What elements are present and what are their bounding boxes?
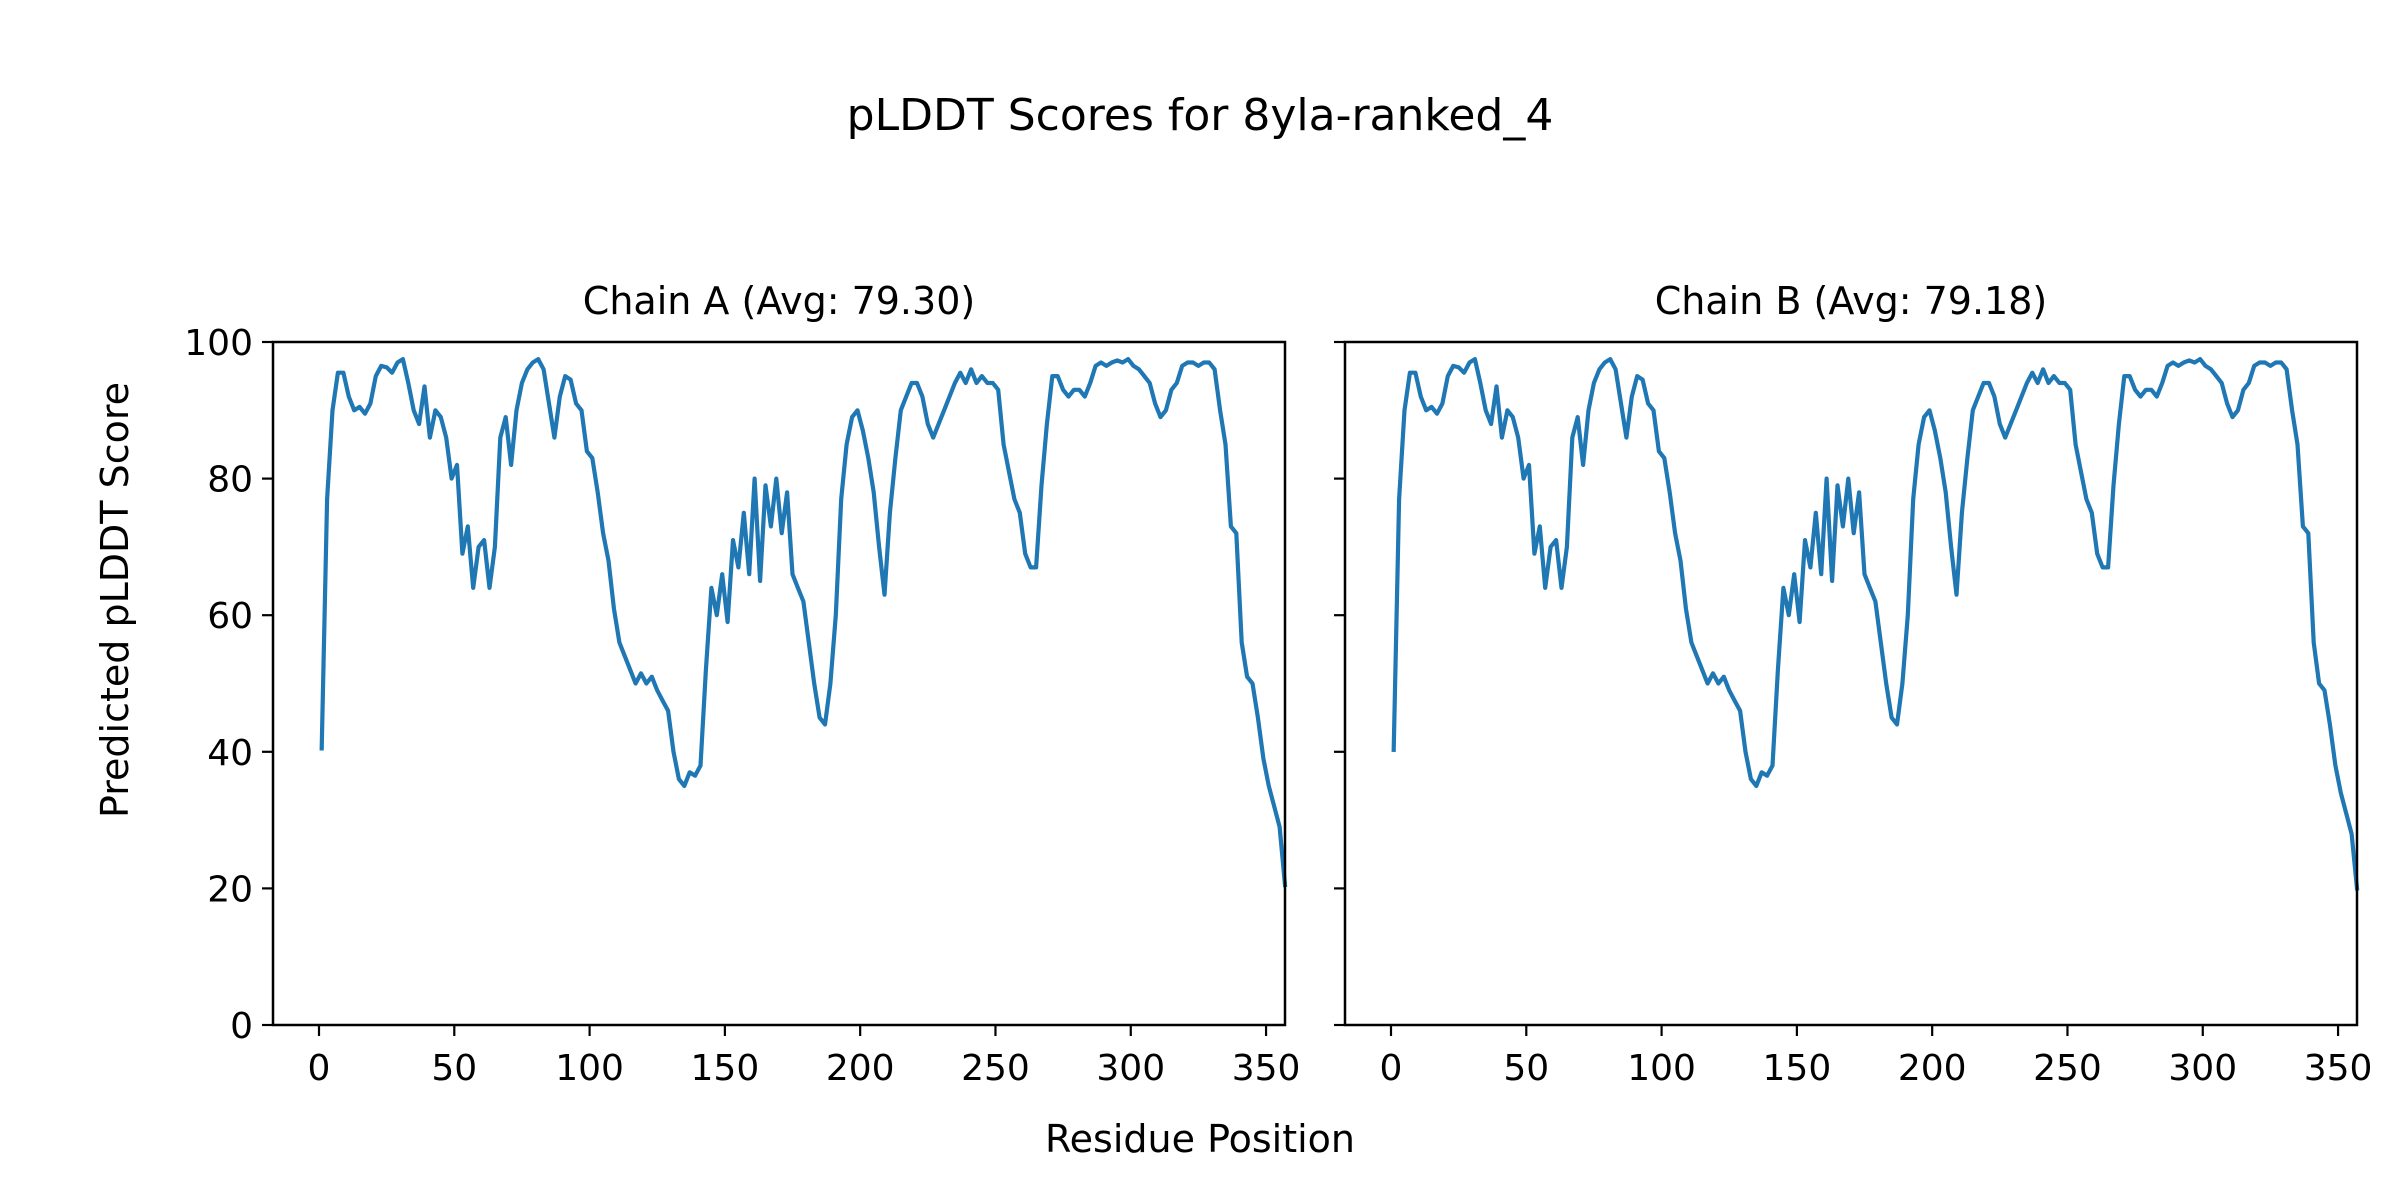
x-tick-label: 250 (961, 1048, 1030, 1089)
y-tick-label: 60 (207, 596, 253, 637)
x-tick-label: 150 (691, 1048, 760, 1089)
x-tick-label: 300 (2168, 1048, 2237, 1089)
y-tick-label: 20 (207, 869, 253, 910)
x-tick-label: 50 (1503, 1048, 1549, 1089)
x-tick-label: 300 (1096, 1048, 1165, 1089)
x-tick-label: 150 (1763, 1048, 1832, 1089)
x-axis-label: Residue Position (1045, 1117, 1355, 1161)
x-tick-label: 250 (2033, 1048, 2102, 1089)
panel-title-chain-b: Chain B (Avg: 79.18) (1655, 279, 2047, 323)
x-tick-label: 200 (826, 1048, 895, 1089)
y-tick-label: 100 (184, 323, 253, 364)
y-axis-label: Predicted pLDDT Score (93, 382, 137, 818)
x-tick-label: 200 (1898, 1048, 1967, 1089)
panel-a-frame (271, 340, 1287, 1027)
chart-panel-chain-a: Chain A (Avg: 79.30) 0 50 100 150 200 250 300 3… (184, 279, 1300, 1089)
x-tick-label: 350 (2304, 1048, 2373, 1089)
x-tick-label: 350 (1232, 1048, 1301, 1089)
y-tick-label: 40 (207, 733, 253, 774)
panel-title-chain-a: Chain A (Avg: 79.30) (583, 279, 975, 323)
series-line-chain-b (1391, 357, 2360, 891)
x-tick-label: 100 (555, 1048, 624, 1089)
x-tick-label: 0 (1380, 1048, 1403, 1089)
series-line-chain-a (319, 357, 1288, 888)
panel-b-ticks: 0 50 100 150 200 250 300 350 (1334, 340, 2373, 1089)
x-tick-label: 50 (431, 1048, 477, 1089)
figure-title: pLDDT Scores for 8yla-ranked_4 (847, 90, 1554, 141)
panel-b-frame (1343, 340, 2359, 1027)
x-tick-label: 100 (1627, 1048, 1696, 1089)
x-tick-label: 0 (308, 1048, 331, 1089)
chart-panel-chain-b: Chain B (Avg: 79.18) 0 50 100 150 200 250 300 3… (1334, 279, 2372, 1089)
panel-a-ticks: 0 50 100 150 200 250 300 350 0 20 40 60 80 100 (184, 323, 1300, 1089)
y-tick-label: 80 (207, 460, 253, 501)
y-tick-label: 0 (230, 1006, 253, 1047)
